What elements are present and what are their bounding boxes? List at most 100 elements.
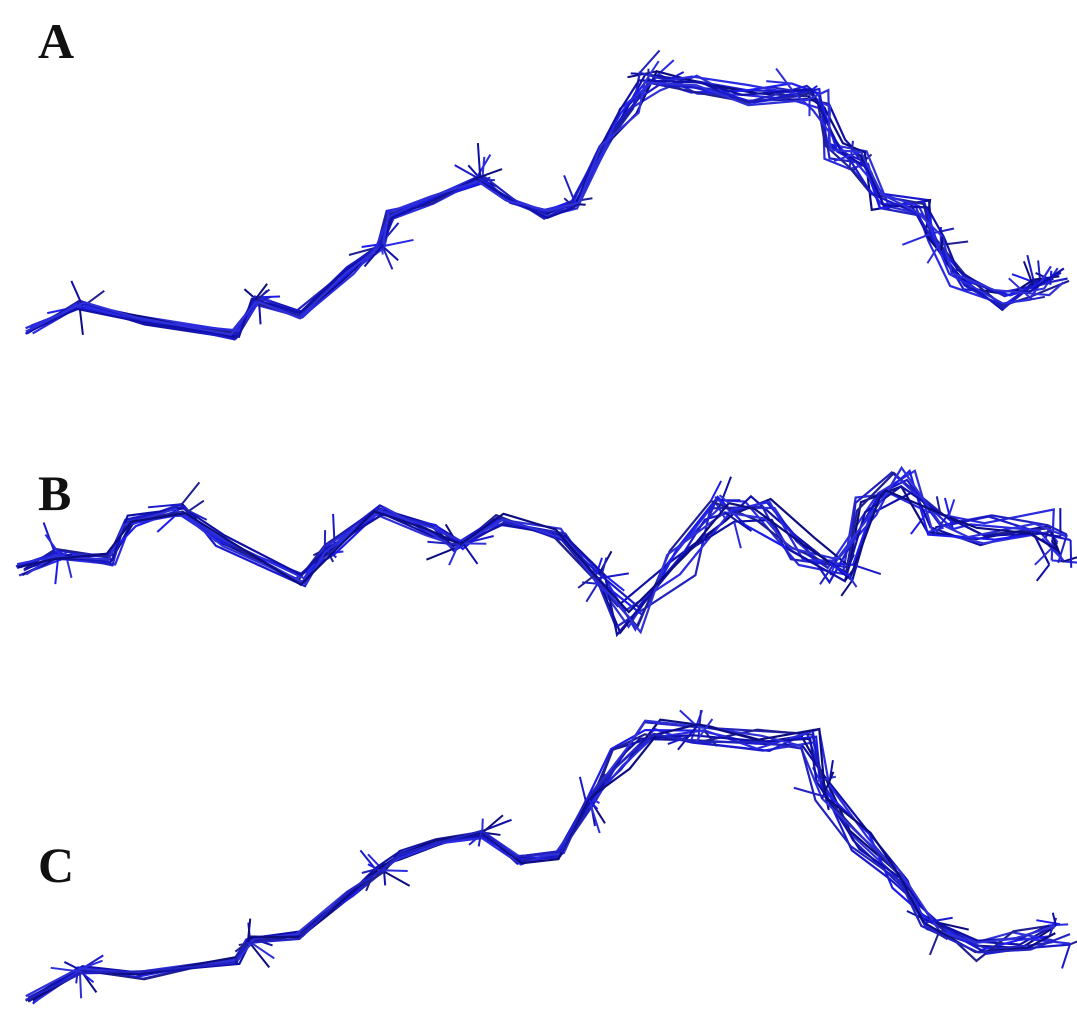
backbone-trace xyxy=(26,83,1062,341)
side-chain xyxy=(475,154,492,179)
backbone-trace xyxy=(29,79,1065,338)
side-chain xyxy=(718,494,730,504)
backbone-trace xyxy=(25,485,1061,638)
side-chain xyxy=(324,536,349,553)
backbone-trace xyxy=(32,723,1056,1001)
side-chain xyxy=(477,830,483,847)
side-chain xyxy=(577,574,595,589)
side-chain xyxy=(643,60,660,84)
side-chain xyxy=(249,942,271,969)
side-chain xyxy=(426,547,455,561)
side-chain xyxy=(70,280,84,306)
side-chain xyxy=(927,526,944,534)
side-chain xyxy=(234,942,247,953)
backbone-trace xyxy=(17,489,1060,614)
side-chain xyxy=(383,870,387,886)
side-chain xyxy=(588,801,601,834)
side-chain xyxy=(563,197,575,209)
backbone-trace xyxy=(29,77,1053,337)
side-chain xyxy=(181,481,201,505)
backbone-overlays xyxy=(15,49,1077,1005)
side-chain xyxy=(1029,295,1045,301)
side-chain xyxy=(923,916,953,924)
side-chain xyxy=(709,480,723,502)
side-chain xyxy=(255,289,268,302)
side-chain xyxy=(427,540,461,546)
backbone-trace xyxy=(25,81,1065,336)
side-chain xyxy=(819,558,838,585)
side-chain xyxy=(587,798,599,810)
backbone-trace xyxy=(19,478,1071,609)
side-chain xyxy=(184,499,205,515)
side-chain xyxy=(1049,923,1069,927)
side-chain xyxy=(1011,273,1034,283)
side-chain xyxy=(363,243,385,268)
side-chain xyxy=(940,236,944,251)
side-chain xyxy=(477,176,491,183)
side-chain xyxy=(703,729,718,747)
side-chain xyxy=(828,561,852,578)
side-chain xyxy=(906,910,933,924)
backbone-trace xyxy=(32,727,1054,1004)
side-chain xyxy=(793,786,826,798)
side-chain xyxy=(1069,540,1073,568)
side-chain xyxy=(475,168,503,180)
side-chain xyxy=(733,521,742,549)
side-chain xyxy=(1068,940,1077,946)
side-chain xyxy=(1022,260,1034,286)
side-chain xyxy=(481,814,504,834)
side-chain xyxy=(253,283,268,302)
side-chain xyxy=(947,499,956,518)
side-chain xyxy=(50,966,83,973)
side-chain xyxy=(1061,943,1072,969)
side-chain xyxy=(383,246,399,261)
backbone-trace xyxy=(27,728,1061,1002)
side-chain xyxy=(677,723,699,751)
side-chain xyxy=(183,507,208,521)
side-chain xyxy=(816,775,837,783)
backbone-trace xyxy=(27,728,1070,999)
side-chain xyxy=(928,930,941,956)
side-chain xyxy=(367,853,381,867)
side-chain xyxy=(1062,556,1077,563)
side-chain xyxy=(359,849,379,873)
backbone-trace xyxy=(15,471,1068,629)
side-chain xyxy=(1037,260,1041,280)
backbone-trace xyxy=(16,468,1059,617)
side-chain xyxy=(901,233,930,246)
side-chain xyxy=(476,143,482,176)
panel-label: B xyxy=(38,465,71,521)
backbone-trace xyxy=(33,727,1071,1003)
side-chain xyxy=(852,563,882,575)
side-chain xyxy=(63,961,79,970)
backbone-trace xyxy=(25,732,1071,1001)
side-chain xyxy=(382,238,414,248)
side-chain xyxy=(1051,559,1077,564)
side-chain xyxy=(42,522,56,553)
side-chain xyxy=(44,533,62,556)
side-chain xyxy=(724,511,753,532)
side-chain xyxy=(604,574,625,592)
side-chain xyxy=(1036,919,1061,926)
side-chain xyxy=(833,150,862,163)
side-chain xyxy=(679,709,698,728)
side-chain xyxy=(147,503,181,509)
side-chain xyxy=(695,718,714,743)
side-chain xyxy=(840,579,854,597)
side-chain xyxy=(247,918,252,939)
side-chain xyxy=(383,870,411,887)
panel-label: C xyxy=(38,837,74,893)
backbone-trace xyxy=(30,81,1070,335)
side-chain xyxy=(1026,254,1035,280)
side-chain xyxy=(938,921,969,931)
side-chain xyxy=(932,525,943,537)
backbone-trace xyxy=(33,734,1050,997)
side-chain xyxy=(1051,912,1057,927)
side-chain xyxy=(597,572,629,580)
side-chain xyxy=(638,49,661,74)
panel-label: A xyxy=(38,13,74,69)
side-chain xyxy=(1035,564,1051,582)
backbone-trace xyxy=(23,469,1059,629)
side-chain xyxy=(769,85,794,92)
